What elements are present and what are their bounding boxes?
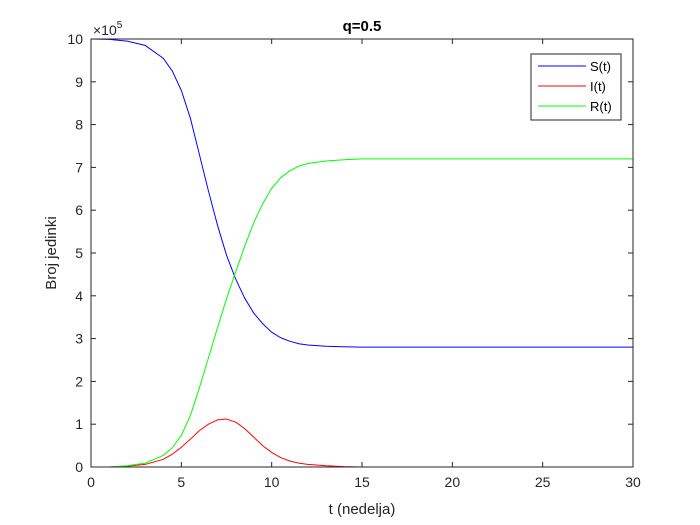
x-tick-label: 15 bbox=[354, 474, 370, 490]
series-line-2 bbox=[91, 158, 633, 468]
legend: S(t) I(t) R(t) bbox=[530, 53, 622, 121]
y-tick-label: 8 bbox=[75, 117, 83, 133]
y-axis-label: Broj jedinki bbox=[43, 216, 60, 289]
y-multiplier-exponent: 5 bbox=[117, 20, 123, 31]
y-axis-multiplier: ×105 bbox=[93, 20, 123, 38]
x-tick-label: 10 bbox=[264, 474, 280, 490]
y-tick-label: 1 bbox=[75, 416, 83, 432]
x-axis-label: t (nedelja) bbox=[329, 501, 396, 518]
ticks-layer: 0 5 10 15 20 25 30 0 1 2 3 4 5 6 7 8 9 10 bbox=[67, 31, 641, 490]
legend-label: S(t) bbox=[590, 59, 611, 74]
legend-label: I(t) bbox=[590, 79, 606, 94]
legend-item: R(t) bbox=[538, 99, 612, 114]
y-tick-label: 9 bbox=[75, 74, 83, 90]
legend-item: S(t) bbox=[538, 59, 611, 74]
x-tick-label: 5 bbox=[177, 474, 185, 490]
y-tick-label: 5 bbox=[75, 245, 83, 261]
x-tick-label: 25 bbox=[535, 474, 551, 490]
y-tick-label: 2 bbox=[75, 373, 83, 389]
chart-title: q=0.5 bbox=[343, 18, 382, 35]
y-tick-label: 10 bbox=[67, 31, 83, 47]
series-line-0 bbox=[90, 38, 633, 348]
y-multiplier-base: ×10 bbox=[93, 22, 117, 38]
y-tick-label: 4 bbox=[75, 288, 83, 304]
legend-box bbox=[530, 53, 622, 121]
y-tick-label: 3 bbox=[75, 331, 83, 347]
x-tick-label: 30 bbox=[625, 474, 641, 490]
y-tick-label: 0 bbox=[75, 459, 83, 475]
y-tick-label: 7 bbox=[75, 159, 83, 175]
legend-item: I(t) bbox=[538, 79, 606, 94]
x-tick-label: 0 bbox=[87, 474, 95, 490]
legend-label: R(t) bbox=[590, 99, 612, 114]
x-tick-label: 20 bbox=[445, 474, 461, 490]
y-tick-label: 6 bbox=[75, 202, 83, 218]
